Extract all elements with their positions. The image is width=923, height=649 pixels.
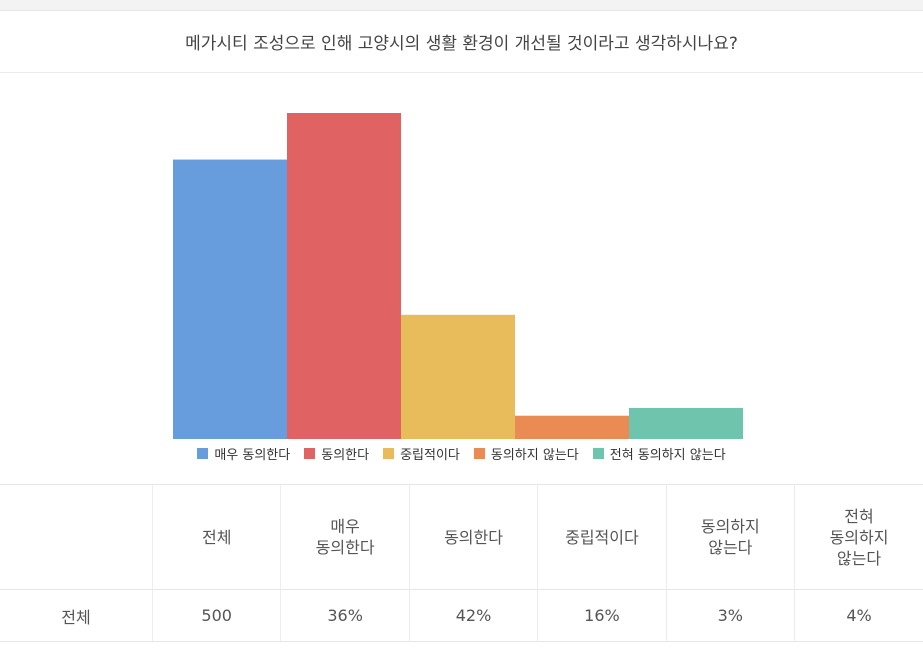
table-cell: 36% (280, 589, 410, 642)
bar-chart (0, 73, 923, 483)
legend-swatch (383, 448, 395, 459)
bar-5 (629, 407, 743, 439)
table-row: 전체 500 36% 42% 16% 3% 4% (0, 589, 923, 642)
bar-1 (173, 159, 287, 440)
bar-3 (401, 314, 515, 439)
legend-label: 동의한다 (321, 448, 370, 463)
table-cell: 500 (152, 589, 282, 642)
legend-item: 중립적이다 (383, 444, 460, 463)
table-cell: 16% (537, 589, 667, 642)
table-header-cell (0, 484, 153, 590)
top-bar (0, 0, 923, 11)
table-header-cell: 매우 동의한다 (280, 484, 410, 590)
legend-item: 동의하지 않는다 (473, 444, 579, 463)
chart-legend: 매우 동의한다 동의한다 중립적이다 동의하지 않는다 전혀 동의하지 않는다 (0, 444, 923, 463)
legend-label: 매우 동의한다 (214, 448, 291, 463)
table-header-cell: 전혀 동의하지 않는다 (829, 506, 889, 568)
table-cell: 3% (666, 589, 796, 642)
table-header-row: 전체 매우 동의한다 동의한다 중립적이다 동의하지 않는다 전혀 동의하지 않… (0, 484, 923, 590)
table-header-cell: 전체 (152, 484, 282, 590)
chart-svg (173, 113, 743, 440)
legend-item: 매우 동의한다 (197, 444, 290, 463)
row-label-cell: 전체 (0, 589, 153, 642)
legend-swatch (473, 448, 485, 459)
legend-swatch (304, 448, 316, 459)
bar-4 (515, 415, 629, 439)
legend-swatch (592, 448, 604, 459)
table-cell: 42% (409, 589, 539, 642)
legend-swatch (197, 448, 209, 459)
results-table: 전체 매우 동의한다 동의한다 중립적이다 동의하지 않는다 전혀 동의하지 않… (0, 484, 923, 642)
legend-label: 동의하지 않는다 (490, 448, 579, 463)
question-text: 메가시티 조성으로 인해 고양시의 생활 환경이 개선될 것이라고 생각하시나요… (185, 34, 738, 54)
question-title: 메가시티 조성으로 인해 고양시의 생활 환경이 개선될 것이라고 생각하시나요… (0, 11, 923, 73)
table-cell: 4% (846, 606, 872, 625)
legend-label: 전혀 동의하지 않는다 (609, 448, 726, 463)
bar-2 (287, 113, 401, 439)
legend-label: 중립적이다 (400, 448, 460, 463)
table-header-cell: 동의한다 (409, 484, 539, 590)
legend-item: 전혀 동의하지 않는다 (592, 444, 726, 463)
table-header-cell: 동의하지 않는다 (666, 484, 796, 590)
legend-item: 동의한다 (304, 444, 369, 463)
table-header-cell: 중립적이다 (537, 484, 667, 590)
